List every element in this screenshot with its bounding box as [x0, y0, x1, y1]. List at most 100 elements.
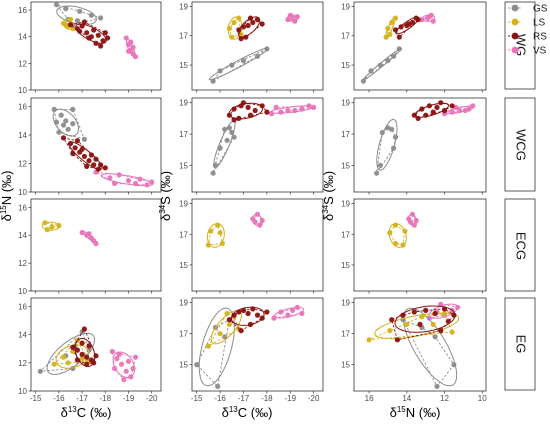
point-rs	[67, 22, 74, 28]
point-gs	[51, 106, 57, 112]
point-vs	[455, 304, 461, 310]
legend-item-ls: LS	[508, 18, 546, 29]
point-rs	[419, 106, 425, 112]
point-vs	[408, 219, 414, 225]
point-rs	[254, 312, 261, 318]
point-ls	[205, 343, 211, 349]
point-rs	[438, 100, 444, 106]
point-rs	[247, 15, 254, 21]
point-rs	[411, 309, 417, 315]
point-rs	[105, 35, 111, 41]
y-tick-label: 10	[18, 387, 27, 396]
point-ls	[65, 360, 71, 366]
point-ls	[231, 19, 237, 26]
point-rs	[77, 28, 83, 34]
point-vs	[123, 35, 129, 41]
point-rs	[70, 344, 76, 350]
point-gs	[391, 53, 397, 59]
legend-label-vs: VS	[533, 46, 547, 57]
x-tick-label: -16	[214, 394, 226, 403]
point-rs	[60, 135, 67, 141]
y-tick-label: 12	[18, 259, 27, 268]
point-vs	[86, 231, 92, 237]
y-tick-label: 15	[179, 61, 188, 70]
x-tick-label: -17	[238, 394, 250, 403]
point-gs	[240, 58, 247, 64]
hull-ls	[207, 312, 240, 348]
legend-key-gs	[511, 4, 519, 12]
panels-layer: 10 12 14 16 10 12 14 16 10 12 14 16 10 12 14 16 -15 -16 -1…	[18, 1, 487, 403]
point-rs	[451, 312, 457, 318]
point-ls	[392, 240, 399, 247]
point-ls	[226, 321, 232, 327]
point-gs	[360, 78, 366, 84]
ellipse-gs	[46, 332, 96, 375]
point-vs	[107, 175, 113, 181]
point-vs	[413, 217, 419, 224]
point-gs	[77, 8, 83, 14]
y-tick-label: 15	[179, 361, 188, 370]
point-ls	[392, 222, 399, 228]
point-rs	[236, 27, 242, 33]
point-vs	[411, 222, 417, 228]
point-vs	[268, 111, 275, 117]
panel-col3-ecg: 15 17 19	[341, 198, 487, 294]
x-axis-title-col2: δ13C (‰)	[222, 405, 273, 420]
point-vs	[278, 309, 284, 315]
y-tick-label: 17	[179, 330, 188, 339]
point-rs	[95, 166, 101, 172]
point-rs	[79, 351, 85, 357]
point-vs	[125, 178, 132, 184]
plot-area	[41, 220, 99, 247]
point-vs	[114, 356, 120, 362]
point-rs	[79, 23, 85, 29]
ellipse-gs	[198, 307, 235, 387]
hull-vs	[444, 105, 475, 115]
point-rs	[86, 158, 92, 164]
point-vs	[132, 354, 139, 360]
point-gs	[264, 46, 270, 52]
point-rs	[396, 34, 402, 40]
point-rs	[236, 115, 242, 121]
point-ls	[385, 25, 391, 31]
point-vs	[311, 104, 317, 110]
point-vs	[409, 211, 416, 217]
point-vs	[285, 107, 291, 114]
point-ls	[42, 220, 48, 226]
point-vs	[130, 44, 136, 50]
point-rs	[413, 15, 419, 21]
point-vs	[149, 179, 155, 185]
point-rs	[84, 163, 90, 169]
plot-area	[366, 301, 461, 389]
y-tick-label: 16	[18, 302, 27, 311]
plot-area	[205, 211, 265, 248]
point-vs	[271, 315, 277, 321]
point-rs	[423, 307, 429, 313]
point-rs	[84, 361, 90, 367]
hull-gs	[196, 318, 231, 388]
facet-label-ecg: ECG	[514, 232, 529, 260]
point-rs	[417, 321, 423, 327]
point-gs	[226, 125, 232, 131]
point-gs	[60, 122, 67, 128]
point-gs	[368, 68, 374, 74]
point-rs	[88, 34, 94, 40]
legend-label-ls: LS	[533, 18, 546, 29]
panel-frame	[353, 198, 487, 292]
point-rs	[72, 145, 78, 151]
x-axis-title-col3: δ15N (‰)	[390, 405, 441, 420]
point-vs	[430, 18, 436, 24]
point-ls	[419, 314, 425, 320]
plot-area	[360, 12, 436, 84]
point-rs	[415, 115, 421, 121]
panel-col2-ecg: 15 17 19	[179, 198, 324, 294]
point-vs	[121, 377, 127, 383]
point-rs	[74, 357, 80, 363]
y-tick-label: 10	[18, 287, 27, 296]
point-vs	[109, 348, 115, 355]
panel-frame	[30, 97, 162, 193]
point-rs	[252, 107, 258, 114]
point-gs	[432, 334, 438, 340]
hull-ls	[53, 339, 90, 365]
point-gs	[210, 78, 216, 84]
